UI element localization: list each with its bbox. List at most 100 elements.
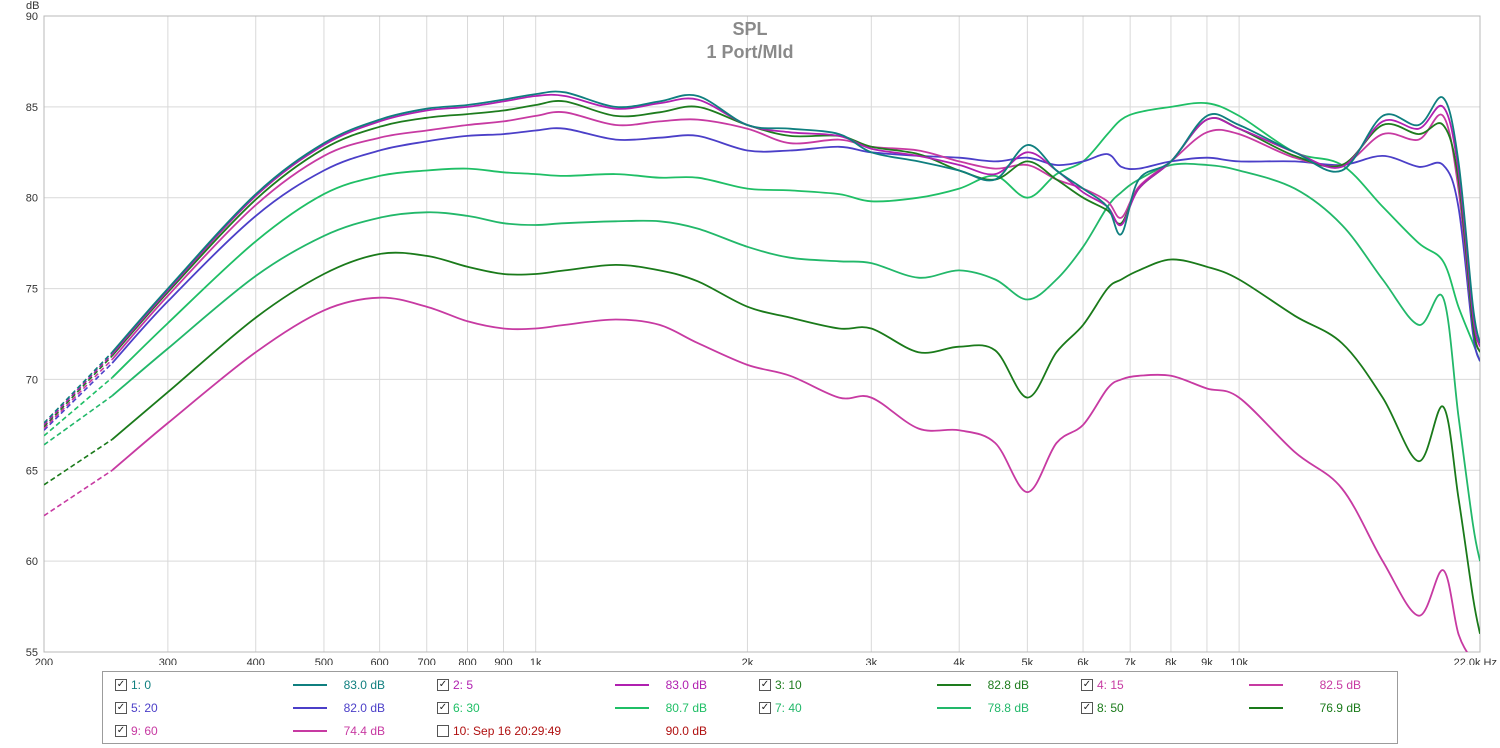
x-tick-label: 22.0k Hz — [1454, 657, 1497, 665]
legend-line-swatch — [615, 684, 649, 686]
legend-item-value: 80.7 dB — [665, 701, 707, 715]
x-tick-label: 5k — [1022, 657, 1034, 665]
legend-item[interactable]: ✓ 6: 30 80.7 dB — [431, 697, 753, 720]
series-line-2 — [111, 93, 1480, 355]
y-tick-label: 85 — [26, 102, 38, 114]
legend-checkbox[interactable]: ✓ — [759, 679, 771, 691]
legend-item-value: 82.5 dB — [1319, 678, 1361, 692]
legend-item-label: 2: 5 — [453, 678, 474, 692]
legend-item[interactable]: ✓ 9: 60 74.4 dB — [109, 720, 431, 743]
legend-checkbox[interactable] — [437, 725, 449, 737]
x-tick-label: 7k — [1124, 657, 1136, 665]
x-tick-label: 9k — [1201, 657, 1213, 665]
legend-item[interactable]: ✓ 3: 10 82.8 dB — [753, 674, 1075, 697]
legend-item-value: 78.8 dB — [987, 701, 1029, 715]
x-tick-label: 300 — [159, 657, 177, 665]
x-tick-label: 10k — [1230, 657, 1248, 665]
y-tick-label: 80 — [26, 193, 38, 205]
legend-item[interactable]: ✓ 5: 20 82.0 dB — [109, 697, 431, 720]
x-tick-label: 8k — [1165, 657, 1177, 665]
legend-line-swatch — [1249, 684, 1283, 686]
chart-subtitle: 1 Port/Mld — [706, 42, 793, 62]
series-line-7 — [111, 162, 1480, 562]
series-line-5 — [111, 127, 1480, 364]
series-line-9 — [111, 296, 1469, 652]
legend-checkbox[interactable]: ✓ — [1081, 702, 1093, 714]
legend-line-swatch — [293, 707, 327, 709]
y-tick-label: 55 — [26, 647, 38, 659]
legend-checkbox[interactable]: ✓ — [759, 702, 771, 714]
x-tick-label: 400 — [247, 657, 265, 665]
y-tick-label: 90 — [26, 11, 38, 23]
series-lines — [44, 90, 1480, 652]
y-tick-label: 70 — [26, 374, 38, 386]
grid-lines — [43, 15, 1481, 653]
series-line-8 — [111, 251, 1480, 634]
legend-item-label: 5: 20 — [131, 701, 158, 715]
legend-item-value: 82.0 dB — [343, 701, 385, 715]
series-line-1 — [111, 90, 1480, 353]
x-tick-label: 600 — [370, 657, 388, 665]
legend-item[interactable]: ✓ 2: 5 83.0 dB — [431, 674, 753, 697]
x-tick-label: 200 — [35, 657, 53, 665]
legend-checkbox[interactable]: ✓ — [115, 679, 127, 691]
legend-item-value: 90.0 dB — [665, 724, 707, 738]
legend-item-label: 6: 30 — [453, 701, 480, 715]
legend-item[interactable]: ✓ 1: 0 83.0 dB — [109, 674, 431, 697]
legend-line-swatch — [293, 730, 327, 732]
legend-item-value: 76.9 dB — [1319, 701, 1361, 715]
y-axis-ticks: 90 85 80 75 70 65 60 55 — [26, 11, 38, 659]
legend-item-value: 83.0 dB — [343, 678, 385, 692]
legend-item-value: 82.8 dB — [987, 678, 1029, 692]
legend-item-value: 74.4 dB — [343, 724, 385, 738]
y-tick-label: 75 — [26, 284, 38, 296]
legend-item-label: 9: 60 — [131, 724, 158, 738]
spl-chart: 200 300 400 500 600 700 800 900 1k 2k 3k 4k 5k 6k 7k 8k… — [26, 0, 1497, 665]
series-line-5-stub — [44, 362, 113, 431]
y-tick-label: 60 — [26, 556, 38, 568]
series-line-4-stub — [44, 358, 113, 430]
series-line-7-stub — [44, 395, 113, 446]
legend-item-label: 10: Sep 16 20:29:49 — [453, 724, 562, 738]
legend-item-label: 8: 50 — [1097, 701, 1124, 715]
plot-frame — [43, 15, 1481, 653]
legend-checkbox[interactable]: ✓ — [1081, 679, 1093, 691]
legend-item[interactable]: 10: Sep 16 20:29:49 90.0 dB — [431, 720, 753, 743]
x-tick-label: 800 — [458, 657, 476, 665]
x-tick-label: 500 — [315, 657, 333, 665]
series-line-1-stub — [44, 351, 113, 424]
legend-line-swatch — [1249, 707, 1283, 709]
chart-title: SPL — [732, 19, 767, 39]
y-tick-label: 65 — [26, 465, 38, 477]
legend-item[interactable]: ✓ 8: 50 76.9 dB — [1075, 697, 1397, 720]
x-tick-label: 2k — [742, 657, 754, 665]
legend-line-swatch — [615, 707, 649, 709]
legend-checkbox[interactable]: ✓ — [115, 725, 127, 737]
legend-item-value: 83.0 dB — [665, 678, 707, 692]
x-axis-ticks: 200 300 400 500 600 700 800 900 1k 2k 3k 4k 5k 6k 7k 8k… — [35, 657, 1497, 665]
series-line-2-stub — [44, 353, 113, 426]
legend-checkbox[interactable]: ✓ — [115, 702, 127, 714]
series-line-8-stub — [44, 438, 113, 486]
x-tick-label: 4k — [953, 657, 965, 665]
legend-panel: ✓ 1: 0 83.0 dB ✓ 2: 5 83.0 dB ✓ 3: 10 82.8 dB ✓ 4:… — [102, 671, 1398, 744]
series-line-3-stub — [44, 355, 113, 428]
legend-checkbox[interactable]: ✓ — [437, 702, 449, 714]
legend-line-swatch — [937, 707, 971, 709]
legend-item-label: 1: 0 — [131, 678, 152, 692]
series-line-9-stub — [44, 469, 113, 517]
legend-item[interactable]: ✓ 7: 40 78.8 dB — [753, 697, 1075, 720]
x-tick-label: 900 — [494, 657, 512, 665]
y-axis-unit-label: dB — [26, 0, 39, 12]
x-tick-label: 700 — [418, 657, 436, 665]
legend-line-swatch — [293, 684, 327, 686]
legend-item[interactable]: ✓ 4: 15 82.5 dB — [1075, 674, 1397, 697]
x-tick-label: 3k — [865, 657, 877, 665]
legend-checkbox[interactable]: ✓ — [437, 679, 449, 691]
legend-item-label: 7: 40 — [775, 701, 802, 715]
legend-item-label: 4: 15 — [1097, 678, 1124, 692]
x-tick-label: 1k — [530, 657, 542, 665]
legend-line-swatch — [937, 684, 971, 686]
series-line-6-stub — [44, 376, 113, 437]
x-tick-label: 6k — [1077, 657, 1089, 665]
